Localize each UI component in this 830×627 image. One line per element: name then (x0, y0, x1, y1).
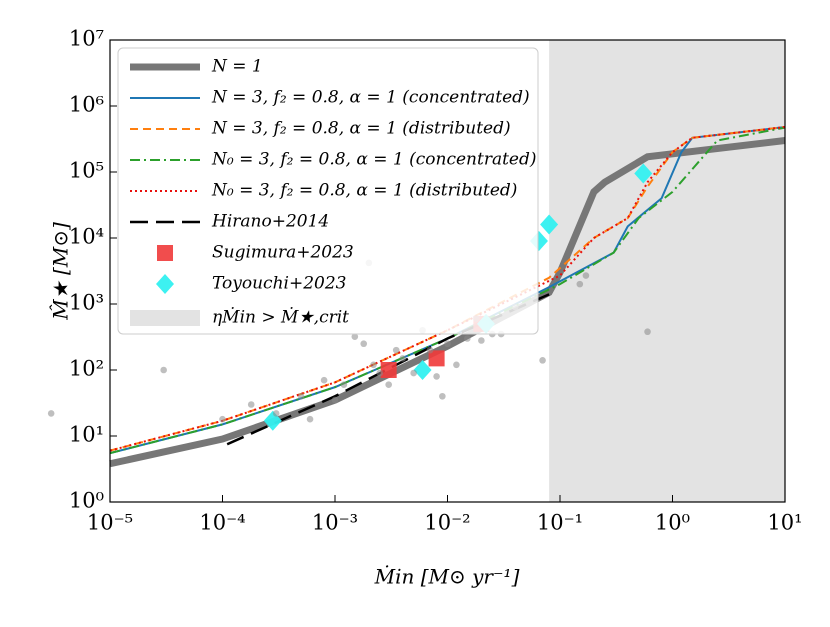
diamond-marker (540, 214, 559, 235)
dot-marker (439, 392, 446, 400)
dot-marker (306, 415, 314, 423)
legend-label: N = 1 (211, 57, 263, 77)
dot-marker (340, 381, 348, 388)
dot-marker (433, 373, 440, 380)
dot-marker (444, 340, 451, 348)
shaded-region (549, 40, 785, 502)
dot-marker (644, 328, 651, 336)
diamond-marker (156, 274, 174, 294)
legend-swatch (130, 310, 200, 326)
legend-label: N = 3, f₂ = 0.8, α = 1 (distributed) (211, 119, 511, 139)
x-axis-label: Ṁin [M⊙ yr⁻¹] (374, 565, 520, 589)
legend-label: Hirano+2014 (211, 212, 329, 232)
dot-marker (410, 369, 417, 377)
y-tick-label: 10³ (69, 291, 104, 315)
legend-label: N = 3, f₂ = 0.8, α = 1 (concentrated) (211, 88, 530, 108)
y-tick-label: 10¹ (69, 423, 104, 447)
y-tick-label: 10⁷ (69, 27, 104, 51)
dot-marker (453, 361, 460, 369)
diamond-marker (413, 360, 432, 380)
dot-marker (426, 346, 434, 354)
dot-marker (399, 355, 407, 362)
dot-marker (360, 340, 368, 348)
dot-marker (247, 401, 255, 408)
square-marker (428, 350, 445, 367)
dot-marker (351, 333, 359, 340)
dot-marker (582, 272, 590, 279)
x-tick-label: 10⁻³ (312, 511, 358, 535)
shade-layer (549, 40, 785, 502)
y-tick-label: 10⁰ (69, 489, 104, 513)
dot-marker (376, 369, 384, 377)
dot-marker (219, 415, 226, 423)
dot-marker (385, 381, 392, 388)
series-line (109, 126, 786, 452)
dot-marker (576, 280, 584, 288)
legend-box (117, 47, 539, 335)
dot-marker (392, 346, 400, 354)
legend-label: Sugimura+2023 (212, 243, 354, 263)
dot-marker (47, 410, 55, 417)
y-tick-label: 10⁴ (69, 225, 104, 249)
square-marker (380, 362, 397, 378)
dot-marker (320, 376, 328, 384)
legend-label: N₀ = 3, f₂ = 0.8, α = 1 (concentrated) (211, 150, 537, 170)
diamond-marker (634, 163, 653, 184)
dot-marker (464, 335, 471, 342)
dot-marker (370, 361, 377, 369)
legend-label: ηṀin > Ṁ★,crit (212, 307, 349, 328)
legend-label: N₀ = 3, f₂ = 0.8, α = 1 (distributed) (211, 181, 517, 201)
dot-marker (331, 396, 339, 404)
x-tick-label: 10⁰ (655, 511, 690, 535)
x-tick-label: 10⁻⁴ (199, 511, 245, 535)
legend-label: Toyouchi+2023 (212, 274, 346, 294)
x-tick-label: 10¹ (767, 511, 802, 535)
square-marker (157, 245, 173, 261)
y-tick-label: 10⁶ (69, 93, 104, 117)
x-tick-label: 10⁻¹ (537, 511, 583, 535)
dot-marker (160, 366, 167, 374)
x-tick-label: 10⁻² (424, 511, 470, 535)
dot-marker (272, 410, 280, 417)
dot-marker (297, 392, 305, 400)
series-line (109, 126, 786, 455)
x-tick-label: 10⁻⁵ (87, 511, 133, 535)
dot-marker (539, 357, 546, 364)
y-tick-label: 10⁵ (69, 159, 104, 183)
dot-marker (478, 337, 485, 344)
y-tick-label: 10² (69, 357, 104, 381)
y-axis-label: M̂★ [M⊙] (49, 222, 73, 321)
